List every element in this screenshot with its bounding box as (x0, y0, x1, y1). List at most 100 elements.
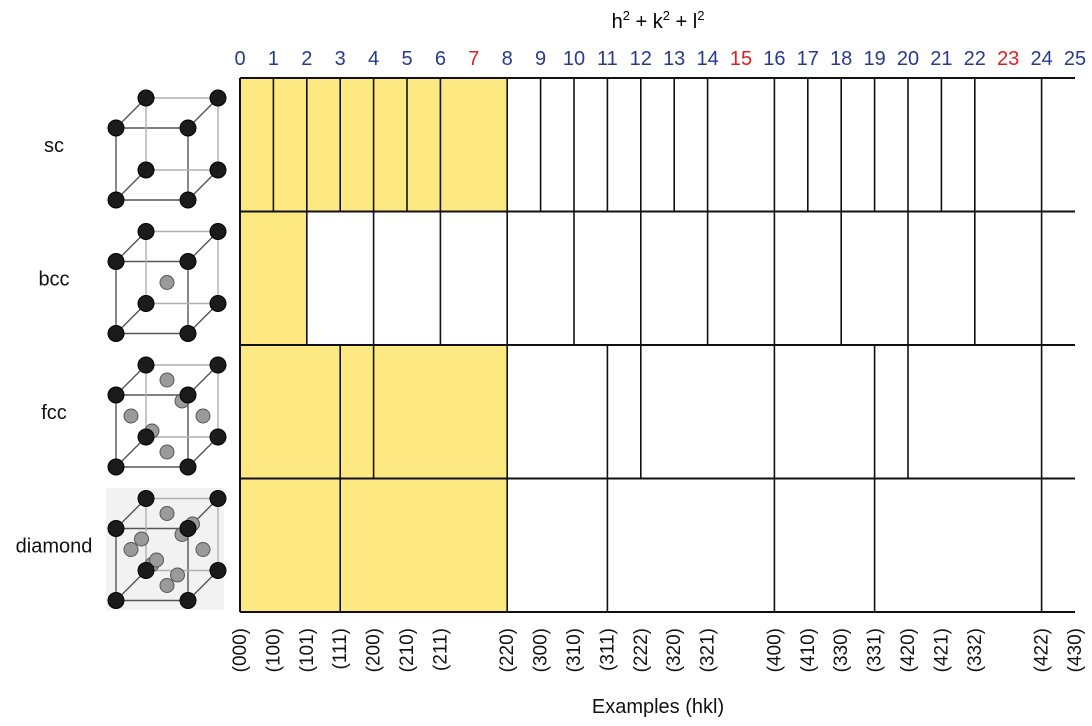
corner-atom (179, 520, 197, 537)
index-label-group: 0 1 2 3 4 5 6 7 8 9 10 11 12 13 14 15 16 17 18 19 20 21 22 23 24… (234, 48, 1086, 70)
index-label-2: 2 (301, 48, 312, 70)
index-label-6: 6 (435, 48, 446, 70)
x-axis-title: Examples (hkl) (592, 696, 724, 718)
index-label-21: 21 (930, 48, 952, 70)
index-label-10: 10 (563, 48, 585, 70)
hkl-label-21: (421) (931, 628, 952, 672)
corner-atom (137, 356, 155, 374)
corner-atom (179, 325, 197, 342)
corner-atom (107, 592, 125, 609)
hkl-label-group: (000) (100) (101) (111) (200) (210) (211) (220)… (230, 628, 1086, 672)
corner-atom (209, 89, 227, 107)
corner-atom (179, 458, 197, 476)
corner-atom (137, 161, 155, 179)
title-l: l (693, 11, 697, 33)
corner-atom (107, 119, 125, 137)
grid-group (239, 77, 1075, 613)
interior-atom (159, 506, 175, 521)
corner-atom (179, 386, 197, 404)
index-label-5: 5 (401, 48, 412, 70)
index-label-23: 23 (997, 48, 1019, 70)
interior-atom (123, 542, 139, 557)
hkl-label-6: (211) (430, 628, 451, 671)
allowed-fill-bcc (240, 211, 307, 345)
corner-atom (179, 191, 197, 209)
hkl-label-19: (331) (865, 628, 886, 672)
interior-atom (134, 531, 149, 547)
hkl-label-2: (101) (297, 628, 318, 672)
title-plus-2: + (670, 11, 693, 33)
corner-atom (107, 458, 125, 476)
row-label-bcc: bcc (38, 268, 69, 290)
crystal-bcc-icon (107, 223, 227, 342)
index-label-25: 25 (1064, 48, 1086, 70)
corner-atom (137, 223, 155, 240)
corner-atom (209, 223, 227, 240)
row-label-group: sc bcc fcc diamond (16, 135, 93, 558)
index-label-9: 9 (535, 48, 546, 70)
hkl-label-3: (111) (330, 628, 351, 670)
interior-atom (170, 567, 185, 583)
hkl-label-12: (222) (631, 628, 652, 672)
corner-atom (209, 356, 227, 374)
hkl-label-1: (100) (263, 628, 284, 672)
interior-atom (195, 542, 211, 557)
row-label-sc: sc (44, 135, 64, 157)
index-label-14: 14 (696, 48, 718, 70)
index-label-12: 12 (630, 48, 652, 70)
interior-atom (195, 408, 211, 424)
interior-atom (159, 444, 175, 460)
index-label-19: 19 (863, 48, 885, 70)
index-label-4: 4 (368, 48, 379, 70)
title-sup-k: 2 (663, 8, 670, 23)
title-sup-l: 2 (697, 8, 704, 23)
corner-atom (209, 428, 227, 446)
crystal-sc-icon (107, 89, 227, 209)
row-label-diamond: diamond (16, 535, 93, 557)
index-label-13: 13 (663, 48, 685, 70)
hkl-label-17: (410) (798, 628, 819, 672)
hkl-label-9: (300) (531, 628, 552, 672)
corner-atom (179, 592, 197, 609)
corner-atom (137, 562, 155, 579)
hkl-label-25: (430) (1065, 628, 1086, 672)
hkl-label-11: (311) (597, 628, 618, 671)
index-label-18: 18 (830, 48, 852, 70)
hkl-label-10: (310) (564, 628, 585, 672)
index-label-22: 22 (964, 48, 986, 70)
interior-atom (123, 408, 139, 424)
hkl-label-4: (200) (364, 628, 385, 672)
index-label-15: 15 (730, 48, 752, 70)
hkl-label-5: (210) (397, 628, 418, 672)
interior-atom (159, 578, 175, 593)
index-label-7: 7 (468, 48, 479, 70)
corner-atom (137, 295, 155, 312)
crystal-icon-group (106, 89, 227, 610)
hkl-label-16: (400) (764, 628, 785, 672)
allowed-fill-diamond (240, 478, 508, 612)
hkl-label-24: (422) (1032, 628, 1053, 672)
title-plus-1: + (630, 11, 653, 33)
index-label-17: 17 (797, 48, 819, 70)
title-sup-h: 2 (623, 8, 630, 23)
index-label-1: 1 (268, 48, 279, 70)
corner-atom (209, 490, 227, 507)
hkl-label-13: (320) (664, 628, 685, 672)
corner-atom (107, 253, 125, 270)
corner-atom (107, 191, 125, 209)
corner-atom (209, 161, 227, 179)
corner-atom (107, 325, 125, 342)
title-k: k (653, 11, 664, 33)
index-label-3: 3 (335, 48, 346, 70)
index-label-24: 24 (1030, 48, 1052, 70)
row-label-fcc: fcc (41, 402, 67, 424)
index-label-11: 11 (597, 48, 618, 70)
diagram-title: h2 + k2 + l2 (612, 8, 705, 33)
interior-atom (159, 275, 175, 290)
hkl-label-8: (220) (497, 628, 518, 672)
hkl-label-22: (332) (965, 628, 986, 672)
corner-atom (137, 428, 155, 446)
corner-atom (209, 295, 227, 312)
corner-atom (137, 89, 155, 107)
